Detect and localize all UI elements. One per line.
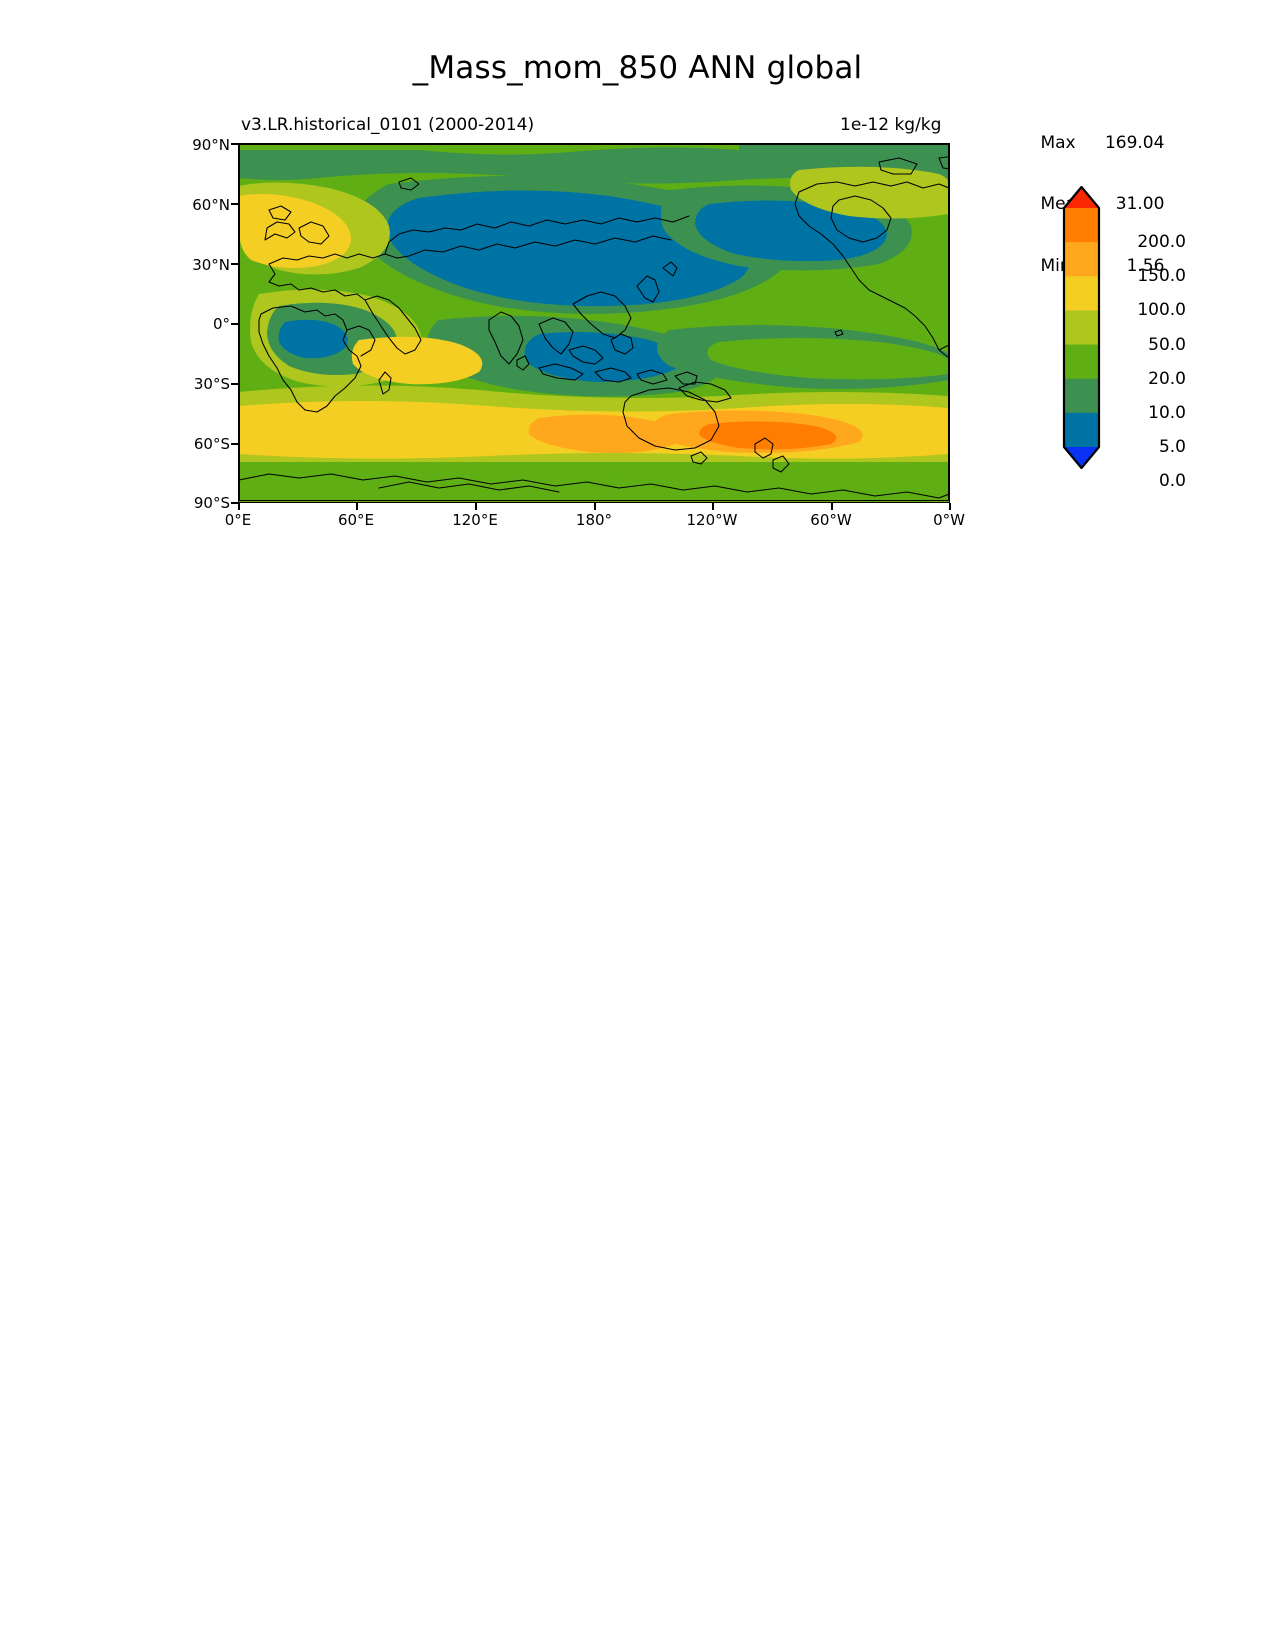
stat-mean-value: 31.00 — [1115, 194, 1165, 214]
colorbar-label-50p0: 50.0 — [1148, 334, 1186, 355]
ytick-mark — [231, 383, 238, 385]
colorbar[interactable] — [1062, 185, 1101, 470]
ytick-label-90s: 90°S — [193, 494, 230, 512]
xtick-mark — [475, 503, 477, 510]
ytick-mark — [231, 143, 238, 145]
xtick-mark — [238, 503, 240, 510]
colorbar-label-10p0: 10.0 — [1148, 402, 1186, 423]
colorbar-tick-labels: 200.0 150.0 100.0 50.0 20.0 10.0 5.0 0.0 — [1108, 186, 1186, 491]
colorbar-label-100p0: 100.0 — [1137, 300, 1186, 321]
colorbar-label-150p0: 150.0 — [1137, 266, 1186, 287]
xtick-mark — [356, 503, 358, 510]
stat-max-label: Max — [1040, 132, 1076, 153]
ytick-label-90n: 90°N — [192, 136, 230, 154]
contour-field — [239, 144, 949, 501]
ytick-mark — [231, 323, 238, 325]
ytick-label-0: 0° — [212, 315, 230, 333]
ytick-mark — [231, 502, 238, 504]
stat-max-value: 169.04 — [1104, 132, 1165, 153]
ytick-mark — [231, 443, 238, 445]
ytick-label-60s: 60°S — [193, 435, 230, 453]
xtick-label-0w: 0°W — [933, 511, 965, 529]
xtick-mark — [831, 503, 833, 510]
xtick-label-120w: 120°W — [686, 511, 738, 529]
colorbar-label-0p0: 0.0 — [1158, 471, 1186, 492]
colorbar-label-200p0: 200.0 — [1137, 232, 1186, 253]
map-plot-area[interactable] — [238, 143, 950, 503]
stat-min-value: 1.56 — [1126, 255, 1165, 276]
xtick-label-0e: 0°E — [224, 511, 252, 529]
page-title: _Mass_mom_850 ANN global — [412, 50, 863, 86]
units-label: 1e-12 kg/kg — [840, 115, 942, 135]
xtick-label-60w: 60°W — [810, 511, 852, 529]
xtick-mark — [712, 503, 714, 510]
xtick-label-120e: 120°E — [452, 511, 498, 529]
ytick-label-60n: 60°N — [192, 196, 230, 214]
case-subtitle: v3.LR.historical_0101 (2000-2014) — [241, 115, 535, 135]
xtick-mark — [594, 503, 596, 510]
ytick-label-30n: 30°N — [192, 256, 230, 274]
ytick-mark — [231, 203, 238, 205]
xtick-label-180: 180° — [575, 511, 613, 529]
stat-max-row: Max 169.04 — [1008, 112, 1164, 174]
colorbar-swatches — [1062, 185, 1101, 470]
xtick-mark — [949, 503, 951, 510]
colorbar-label-5p0: 5.0 — [1158, 437, 1186, 457]
xtick-label-60e: 60°E — [337, 511, 375, 529]
colorbar-label-20p0: 20.0 — [1148, 368, 1186, 389]
ytick-label-30s: 30°S — [193, 375, 230, 393]
ytick-mark — [231, 263, 238, 265]
